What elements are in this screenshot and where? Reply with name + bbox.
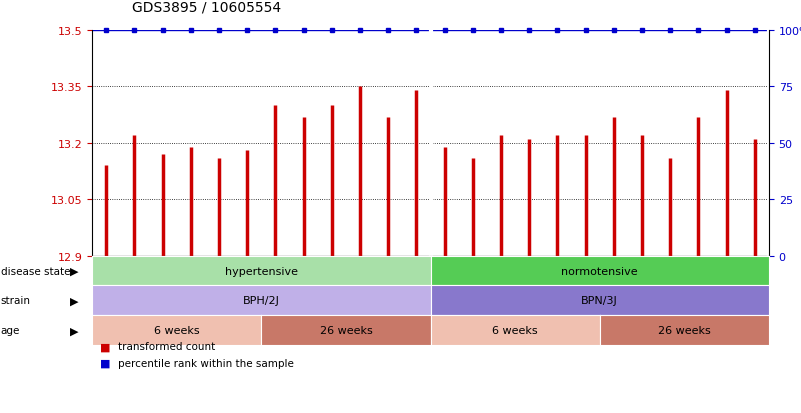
Text: ▶: ▶ <box>70 266 78 276</box>
Text: 26 weeks: 26 weeks <box>658 325 710 335</box>
Text: strain: strain <box>1 296 30 306</box>
Text: ■: ■ <box>100 342 111 351</box>
Text: transformed count: transformed count <box>118 342 215 351</box>
Text: hypertensive: hypertensive <box>225 266 298 276</box>
Text: 6 weeks: 6 weeks <box>154 325 199 335</box>
Text: 26 weeks: 26 weeks <box>320 325 372 335</box>
Text: ▶: ▶ <box>70 296 78 306</box>
Text: BPN/3J: BPN/3J <box>582 296 618 306</box>
Text: normotensive: normotensive <box>562 266 638 276</box>
Text: 6 weeks: 6 weeks <box>493 325 538 335</box>
Text: ■: ■ <box>100 358 111 368</box>
Text: GDS3895 / 10605554: GDS3895 / 10605554 <box>132 0 281 14</box>
Text: ▶: ▶ <box>70 325 78 335</box>
Text: BPH/2J: BPH/2J <box>243 296 280 306</box>
Text: disease state: disease state <box>1 266 70 276</box>
Text: percentile rank within the sample: percentile rank within the sample <box>118 358 294 368</box>
Text: age: age <box>1 325 20 335</box>
